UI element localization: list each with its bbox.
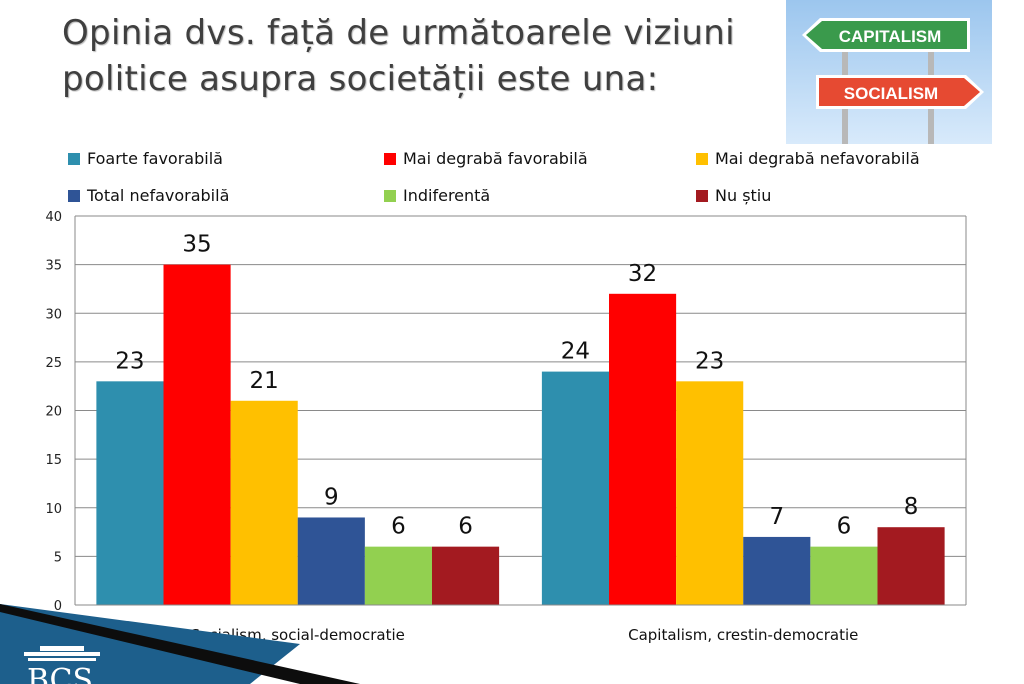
data-labels: 23 35 21 9 6 6 24 32 23 7 6 8 <box>115 232 918 540</box>
y-tick-label: 15 <box>45 453 62 468</box>
bar <box>431 546 500 605</box>
legend-swatch <box>68 190 80 202</box>
y-axis: 0 5 10 15 20 25 30 35 40 <box>45 210 967 614</box>
bar <box>877 527 945 605</box>
sign-socialism-text: SOCIALISM <box>844 84 938 103</box>
legend-swatch <box>384 153 396 165</box>
building-icon <box>24 646 100 661</box>
data-label: 32 <box>628 261 657 287</box>
data-label: 35 <box>182 232 211 258</box>
footer-logo-text: BCS <box>27 663 93 684</box>
data-label: 7 <box>769 504 784 530</box>
data-label: 6 <box>391 514 406 540</box>
y-tick-label: 20 <box>45 405 62 420</box>
legend-label: Mai degrabă nefavorabilă <box>715 149 920 168</box>
bar <box>541 371 610 605</box>
legend-swatch <box>696 190 708 202</box>
chart-bars <box>96 264 945 605</box>
bar <box>364 546 432 605</box>
bar <box>676 381 744 605</box>
bar <box>609 293 677 605</box>
data-label: 21 <box>250 368 279 394</box>
bar <box>297 517 365 605</box>
legend-label: Indiferentă <box>403 186 490 205</box>
y-tick-label: 40 <box>45 210 62 225</box>
bar <box>163 264 231 605</box>
sign-socialism <box>819 78 980 106</box>
y-tick-label: 0 <box>54 599 62 614</box>
legend-label: Nu știu <box>715 186 771 205</box>
capitalism-socialism-signpost-image: CAPITALISM SOCIALISM <box>786 0 992 144</box>
bar <box>743 536 811 605</box>
data-label: 9 <box>324 484 339 510</box>
x-category-label: Capitalism, crestin-democratie <box>628 626 858 644</box>
title-line-1: Opinia dvs. față de următoarele viziuni <box>62 13 735 53</box>
bar <box>230 400 298 605</box>
data-label: 8 <box>904 494 919 520</box>
bar <box>810 546 878 605</box>
data-label: 23 <box>115 348 144 374</box>
legend-swatch <box>696 153 708 165</box>
title-line-2: politice asupra societății este una: <box>62 59 659 99</box>
bar <box>96 381 164 605</box>
legend-swatch <box>384 190 396 202</box>
legend-label: Total nefavorabilă <box>86 186 229 205</box>
y-tick-label: 10 <box>45 502 62 517</box>
y-tick-label: 25 <box>45 356 62 371</box>
page-title: Opinia dvs. față de următoarele viziuni … <box>62 10 782 102</box>
y-tick-label: 35 <box>45 259 62 274</box>
bcs-footer-logo: BCS <box>0 604 360 684</box>
footer-black-band <box>0 604 360 684</box>
legend-label: Mai degrabă favorabilă <box>403 149 588 168</box>
y-tick-label: 30 <box>45 307 62 322</box>
chart-legend: Foarte favorabilă Mai degrabă favorabilă M… <box>68 149 920 205</box>
data-label: 6 <box>837 514 852 540</box>
legend-swatch <box>68 153 80 165</box>
sign-capitalism <box>806 21 967 49</box>
data-label: 23 <box>695 348 724 374</box>
data-label: 24 <box>561 339 590 365</box>
legend-label: Foarte favorabilă <box>87 149 223 168</box>
data-label: 6 <box>458 514 473 540</box>
y-tick-label: 5 <box>54 550 62 565</box>
sign-capitalism-text: CAPITALISM <box>839 27 942 46</box>
